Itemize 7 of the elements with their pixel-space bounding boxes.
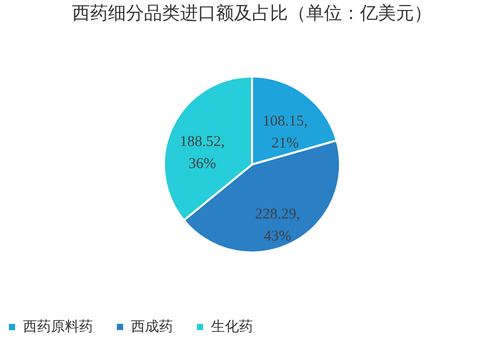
data-label: 108.15, 21% xyxy=(262,114,308,152)
data-label: 188.52, 36% xyxy=(180,134,225,172)
data-label: 228.29, 43% xyxy=(254,206,300,244)
legend-label: 生化药 xyxy=(211,319,253,335)
chart-title: 西药细分品类进口额及占比（单位：亿美元） xyxy=(72,3,432,24)
legend-label: 西药原料药 xyxy=(23,319,93,335)
legend-label: 西成药 xyxy=(131,319,173,335)
